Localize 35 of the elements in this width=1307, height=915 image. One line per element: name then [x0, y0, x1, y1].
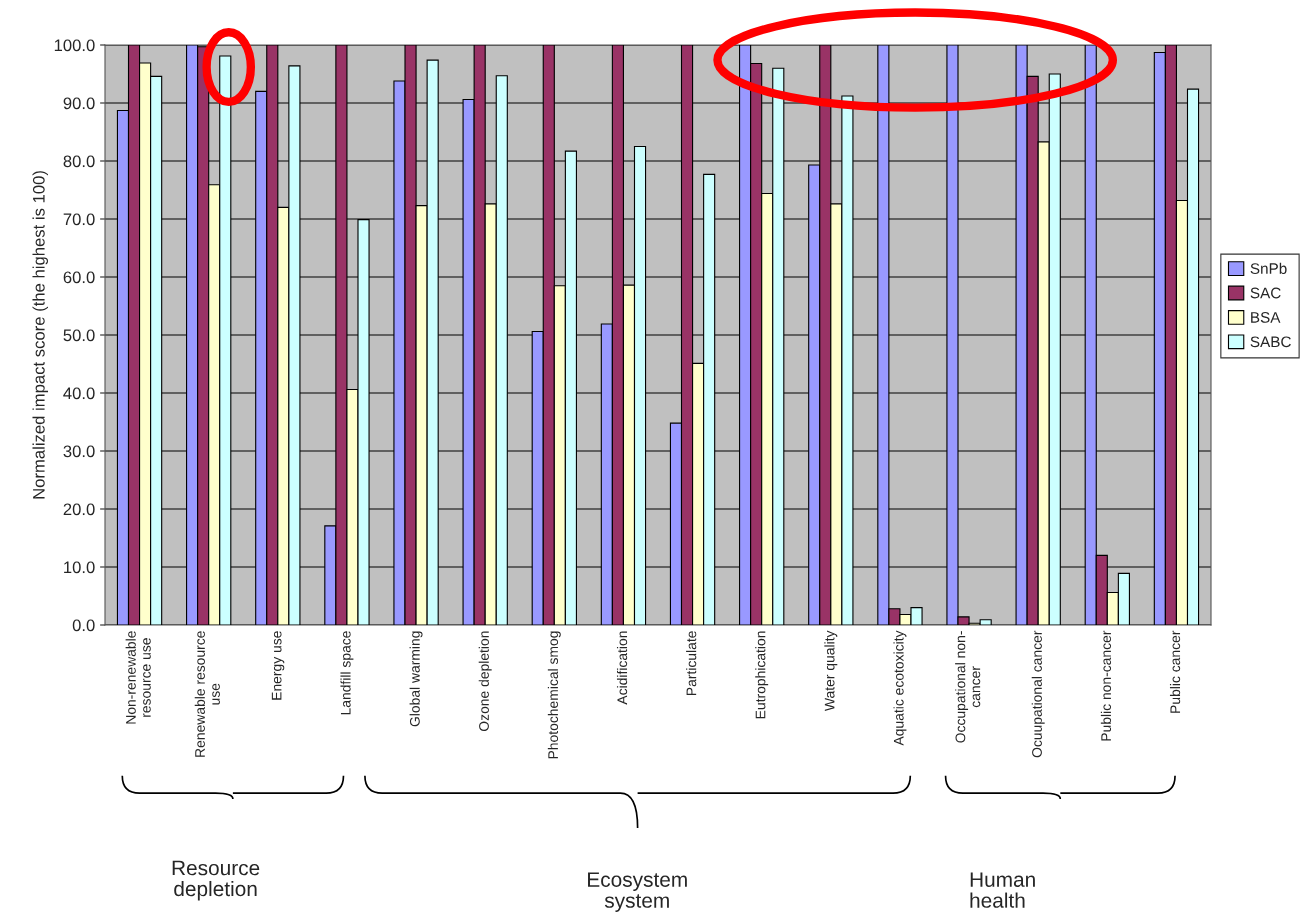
- legend-label: SABC: [1250, 336, 1291, 348]
- x-tick-label: Renewable resource use: [194, 631, 220, 757]
- y-tick-label: 70.0: [63, 213, 95, 226]
- x-tick-label: Public non-cancer: [1100, 630, 1112, 741]
- x-tick-label: Energy use: [271, 631, 285, 700]
- legend-label: SAC: [1250, 287, 1281, 299]
- y-tick-label: 50.0: [63, 329, 95, 342]
- text: Ecosystem system: [588, 872, 687, 912]
- x-tick-label: Ozone depletion: [478, 631, 492, 732]
- x-tick-label: Particulate: [686, 631, 697, 696]
- y-tick-label: 60.0: [63, 271, 95, 284]
- y-tick-label: 0.0: [72, 619, 95, 632]
- x-tick-label: Aquatic ecotoxicity: [893, 630, 907, 746]
- text: Resource depletion: [172, 860, 260, 901]
- y-tick-label: 40.0: [63, 387, 95, 400]
- x-tick-label: Landfill space: [340, 631, 354, 715]
- x-tick-label: Public cancer: [1169, 630, 1181, 713]
- x-tick-label: Occupational non- cancer: [955, 631, 981, 743]
- x-tick-label: Global warming: [409, 631, 423, 727]
- x-tick-label: Water quality: [824, 630, 838, 712]
- y-tick-label: 20.0: [63, 503, 95, 516]
- x-tick-label: Eutrophication: [755, 631, 769, 719]
- y-tick-label: 100.0: [54, 39, 95, 52]
- y-axis-title: Normalized impact score (the highest is 100): [32, 171, 49, 499]
- y-tick-label: 10.0: [64, 561, 95, 574]
- x-tick-label: Acidification: [616, 631, 628, 705]
- legend-label: SnPb: [1250, 262, 1287, 274]
- x-tick-label: Photochemical smog: [547, 631, 561, 759]
- y-tick-label: 30.0: [63, 445, 95, 458]
- legend-label: BSA: [1251, 311, 1281, 323]
- y-tick-label: 90.0: [63, 97, 95, 110]
- x-tick-label: Non-renewable resource use: [125, 631, 151, 724]
- y-tick-label: 80.0: [63, 155, 95, 168]
- text: Human health: [970, 872, 1035, 908]
- x-tick-label: Ocuupational cancer: [1031, 630, 1045, 758]
